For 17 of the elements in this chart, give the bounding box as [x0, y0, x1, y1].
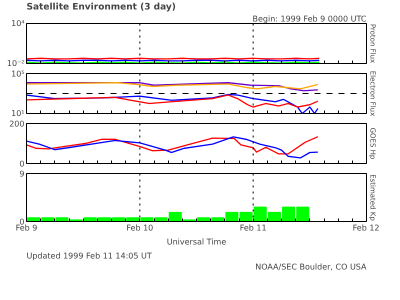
x-tick-label: Feb 10 [126, 224, 154, 232]
x-tick-label: Feb 12 [352, 224, 380, 232]
x-tick-label: Feb 9 [16, 224, 38, 232]
x-tick-label: Feb 11 [240, 224, 267, 232]
x-axis-title: Universal Time [166, 238, 226, 246]
chart-title: Satellite Environment (3 day) [26, 2, 176, 12]
y-tick-label: 10¹ [11, 109, 25, 118]
y-tick-label: 10⁵ [11, 70, 25, 78]
text: Updated 1999 Feb 11 14:05 UT [26, 252, 152, 260]
y-tick-label: 10⁻² [6, 59, 24, 68]
text: NOAA/SEC Boulder, CO USA [255, 262, 368, 272]
y-tick-label: 9 [19, 170, 25, 178]
y-tick-label: 10⁴ [11, 19, 25, 28]
chart-subtitle: Begin: 1999 Feb 9 0000 UTC [252, 14, 367, 24]
y-tick-label: 0 [19, 218, 25, 226]
y-tick-label: 200 [9, 120, 25, 128]
y-tick-label: 0 [19, 160, 25, 168]
